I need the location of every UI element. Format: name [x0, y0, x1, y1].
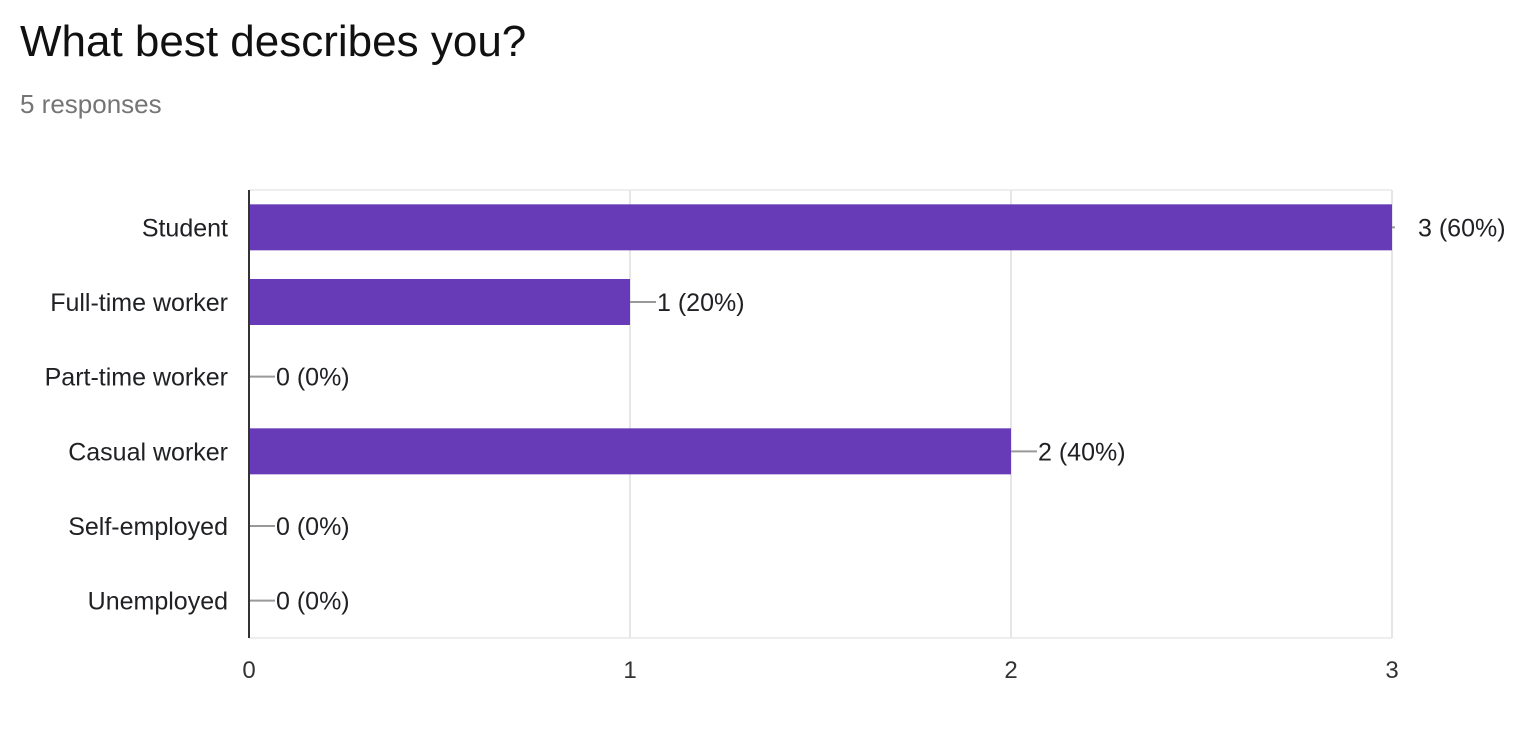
grid-layer — [249, 189, 1393, 639]
x-tick-label: 2 — [1004, 657, 1017, 684]
question-title: What best describes you? — [20, 17, 527, 66]
x-tick-label: 0 — [242, 657, 255, 684]
category-label: Full-time worker — [50, 289, 228, 317]
x-tick-label: 3 — [1385, 657, 1398, 684]
bar-2 — [249, 279, 630, 325]
data-label: 0 (0%) — [276, 513, 350, 541]
data-label: 1 (20%) — [657, 289, 745, 317]
data-label: 0 (0%) — [276, 364, 350, 392]
category-label: Part-time worker — [45, 364, 228, 392]
data-label: 0 (0%) — [276, 588, 350, 616]
category-label: Student — [142, 214, 228, 242]
label-layer: 0 1 2 3 Student 3 (60%) Full-time worker 1 (20%… — [45, 190, 1506, 684]
bar-4 — [249, 428, 1011, 475]
bar-layer — [249, 204, 1392, 475]
x-tick-label: 1 — [623, 657, 636, 684]
response-count: 5 responses — [20, 89, 162, 119]
category-label: Casual worker — [68, 438, 228, 466]
data-label: 2 (40%) — [1038, 438, 1126, 466]
category-label: Unemployed — [88, 588, 228, 616]
bar-1 — [249, 204, 1392, 251]
data-label: 3 (60%) — [1418, 214, 1506, 242]
category-label: Self-employed — [68, 513, 228, 541]
